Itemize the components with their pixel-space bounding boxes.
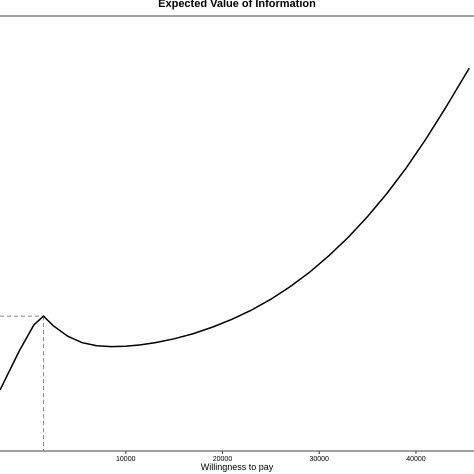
evi-curve bbox=[0, 67, 470, 391]
reference-lines bbox=[0, 315, 45, 451]
x-tick-label: 40000 bbox=[406, 456, 426, 463]
chart-title: Expected Value of Information bbox=[158, 0, 316, 10]
x-tick-label: 20000 bbox=[213, 456, 233, 463]
x-tick-label: 30000 bbox=[309, 456, 329, 463]
x-axis-label: Willingness to pay bbox=[201, 462, 274, 472]
x-tick-label: 10000 bbox=[116, 456, 136, 463]
x-axis-ticks: 10000 20000 30000 40000 bbox=[116, 451, 426, 463]
